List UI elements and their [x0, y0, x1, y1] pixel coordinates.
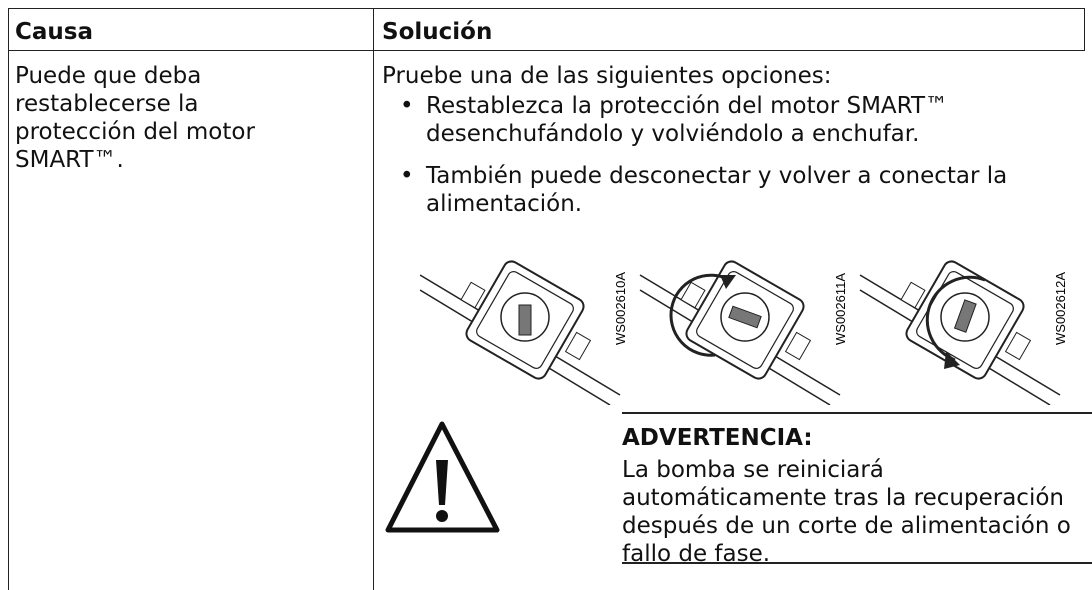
- solution-intro: Pruebe una de las siguientes opciones:: [382, 63, 832, 89]
- bullet-text: Restablezca la protección del motor SMAR…: [426, 93, 949, 147]
- bullet-text: También puede desconectar y volver a con…: [426, 163, 1008, 217]
- figure-code: WS002612A: [1053, 272, 1068, 345]
- table-border: [8, 50, 1085, 51]
- figure: [420, 257, 621, 405]
- header-cell: Causa: [15, 19, 93, 45]
- warning-title: ADVERTENCIA:: [622, 425, 813, 451]
- warning-text: La bomba se reiniciará automáticamente t…: [622, 457, 1071, 567]
- warning-icon: [385, 421, 500, 533]
- warning-rule: [622, 412, 1092, 414]
- table-border: [1084, 8, 1085, 50]
- figure: [859, 257, 1061, 405]
- bullet-dot: •: [400, 93, 414, 119]
- table-border: [8, 8, 9, 590]
- figure: [639, 257, 841, 405]
- figures: WS002610A WS002611A WS002612A: [420, 257, 1068, 405]
- table-border: [373, 8, 374, 590]
- table-border: [8, 8, 1085, 9]
- warning-rule: [622, 562, 1092, 564]
- figure-code: WS002611A: [833, 273, 848, 345]
- cause-text: Puede que deba restablecerse la protecci…: [15, 63, 255, 173]
- bullet-dot: •: [400, 163, 414, 189]
- figure-code: WS002610A: [613, 272, 628, 345]
- header-cell: Solución: [382, 19, 493, 45]
